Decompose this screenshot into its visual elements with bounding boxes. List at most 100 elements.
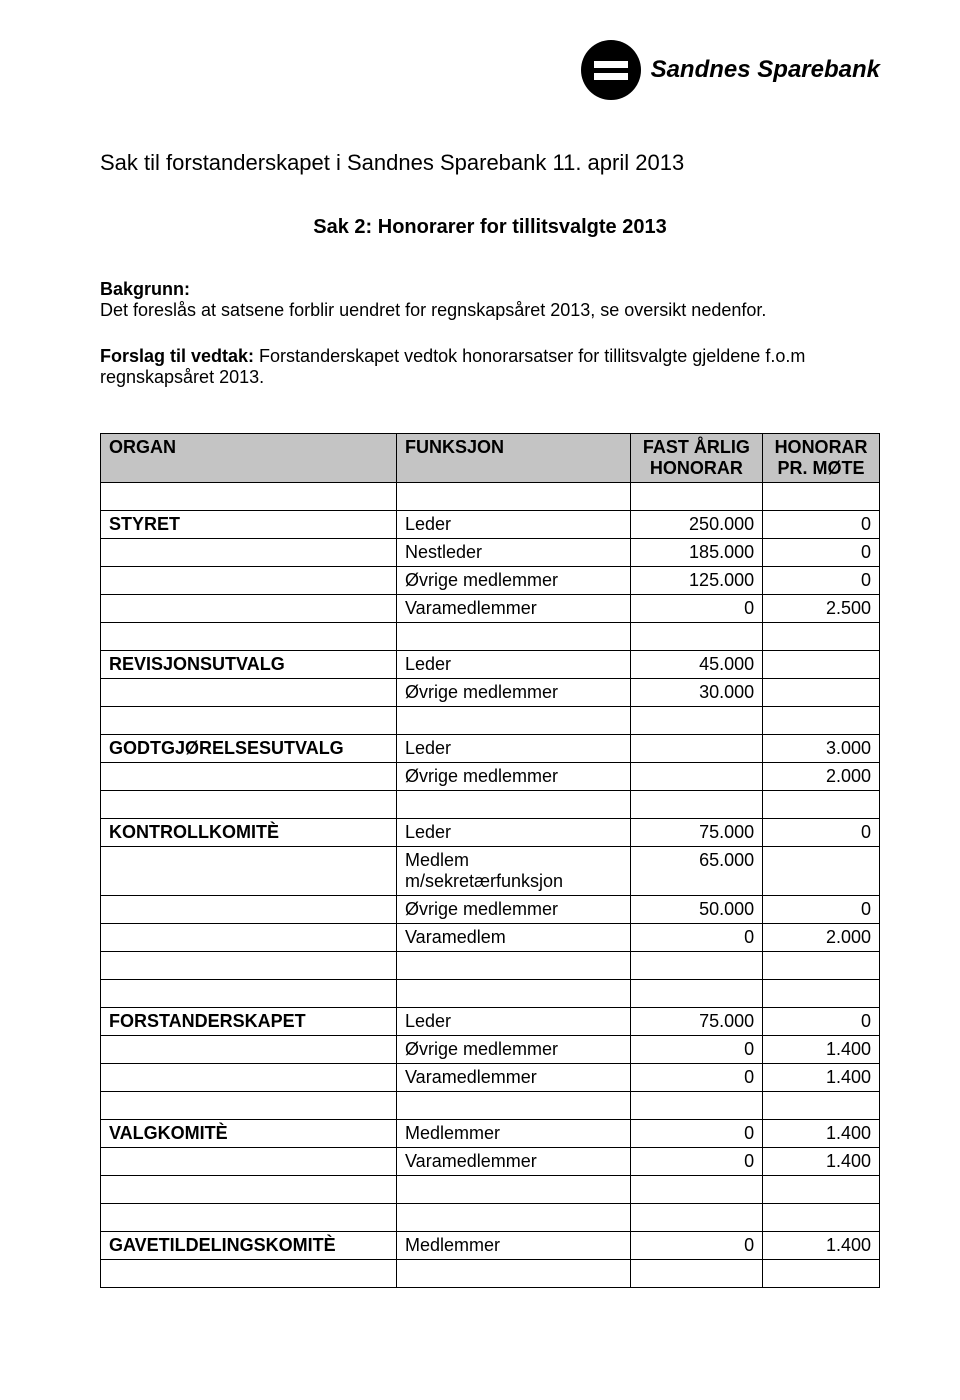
cell-c4: 0 xyxy=(763,539,880,567)
bakgrunn-body: Det foreslås at satsene forblir uendret … xyxy=(100,300,766,320)
cell-c2: Øvrige medlemmer xyxy=(397,763,631,791)
cell-c3: 250.000 xyxy=(630,511,762,539)
spacer-cell xyxy=(763,707,880,735)
cell-c4: 1.400 xyxy=(763,1232,880,1260)
cell-c3 xyxy=(630,763,762,791)
cell-c3: 0 xyxy=(630,1148,762,1176)
table-row: VALGKOMITÈMedlemmer01.400 xyxy=(101,1120,880,1148)
cell-c4 xyxy=(763,651,880,679)
spacer-cell xyxy=(763,483,880,511)
table-row xyxy=(101,952,880,980)
cell-c3: 45.000 xyxy=(630,651,762,679)
cell-c3: 125.000 xyxy=(630,567,762,595)
spacer-cell xyxy=(630,1176,762,1204)
table-row: STYRETLeder250.0000 xyxy=(101,511,880,539)
col-honorar-mote: HONORAR PR. MØTE xyxy=(763,434,880,483)
table-row: GODTGJØRELSESUTVALGLeder3.000 xyxy=(101,735,880,763)
cell-c2: Medlemmer xyxy=(397,1120,631,1148)
table-row: Varamedlemmer02.500 xyxy=(101,595,880,623)
table-row xyxy=(101,791,880,819)
spacer-cell xyxy=(397,707,631,735)
table-row: Øvrige medlemmer2.000 xyxy=(101,763,880,791)
cell-c4: 0 xyxy=(763,819,880,847)
table-row: FORSTANDERSKAPETLeder75.0000 xyxy=(101,1008,880,1036)
cell-c2: Leder xyxy=(397,651,631,679)
cell-c1 xyxy=(101,763,397,791)
cell-c2: Nestleder xyxy=(397,539,631,567)
honorar-table: ORGAN FUNKSJON FAST ÅRLIG HONORAR HONORA… xyxy=(100,433,880,1288)
cell-c3: 0 xyxy=(630,924,762,952)
cell-c3: 0 xyxy=(630,1064,762,1092)
cell-c3: 75.000 xyxy=(630,1008,762,1036)
cell-c3 xyxy=(630,735,762,763)
spacer-cell xyxy=(101,1204,397,1232)
cell-c3: 185.000 xyxy=(630,539,762,567)
table-header-row: ORGAN FUNKSJON FAST ÅRLIG HONORAR HONORA… xyxy=(101,434,880,483)
spacer-cell xyxy=(101,791,397,819)
spacer-cell xyxy=(101,952,397,980)
cell-c1: GAVETILDELINGSKOMITÈ xyxy=(101,1232,397,1260)
cell-c2: Varamedlemmer xyxy=(397,1064,631,1092)
table-row xyxy=(101,980,880,1008)
cell-c4: 2.000 xyxy=(763,924,880,952)
brand-logo: Sandnes Sparebank xyxy=(100,40,880,100)
bakgrunn-label: Bakgrunn: xyxy=(100,279,190,299)
cell-c4: 1.400 xyxy=(763,1064,880,1092)
cell-c2: Leder xyxy=(397,819,631,847)
spacer-cell xyxy=(397,980,631,1008)
spacer-cell xyxy=(397,483,631,511)
cell-c4 xyxy=(763,847,880,896)
spacer-cell xyxy=(763,623,880,651)
cell-c1: KONTROLLKOMITÈ xyxy=(101,819,397,847)
spacer-cell xyxy=(397,623,631,651)
spacer-cell xyxy=(397,1260,631,1288)
col-organ: ORGAN xyxy=(101,434,397,483)
cell-c1 xyxy=(101,595,397,623)
cell-c1 xyxy=(101,847,397,896)
spacer-cell xyxy=(630,1204,762,1232)
spacer-cell xyxy=(101,707,397,735)
cell-c4: 1.400 xyxy=(763,1036,880,1064)
spacer-cell xyxy=(101,1260,397,1288)
col-funksjon: FUNKSJON xyxy=(397,434,631,483)
spacer-cell xyxy=(397,791,631,819)
forslag-label: Forslag til vedtak: xyxy=(100,346,259,366)
spacer-cell xyxy=(630,707,762,735)
cell-c1 xyxy=(101,896,397,924)
cell-c2: Leder xyxy=(397,735,631,763)
cell-c1: VALGKOMITÈ xyxy=(101,1120,397,1148)
cell-c2: Leder xyxy=(397,511,631,539)
table-row xyxy=(101,1092,880,1120)
cell-c3: 50.000 xyxy=(630,896,762,924)
table-row xyxy=(101,483,880,511)
table-row xyxy=(101,1204,880,1232)
cell-c3: 0 xyxy=(630,595,762,623)
spacer-cell xyxy=(101,483,397,511)
cell-c1 xyxy=(101,1036,397,1064)
equals-circle-icon xyxy=(581,40,641,100)
spacer-cell xyxy=(630,952,762,980)
col-fast-arlig: FAST ÅRLIG HONORAR xyxy=(630,434,762,483)
table-row: KONTROLLKOMITÈLeder75.0000 xyxy=(101,819,880,847)
cell-c3: 75.000 xyxy=(630,819,762,847)
bakgrunn-paragraph: Bakgrunn: Det foreslås at satsene forbli… xyxy=(100,279,880,321)
cell-c1: GODTGJØRELSESUTVALG xyxy=(101,735,397,763)
spacer-cell xyxy=(763,1176,880,1204)
cell-c1 xyxy=(101,924,397,952)
table-row: Øvrige medlemmer125.0000 xyxy=(101,567,880,595)
table-row xyxy=(101,623,880,651)
brand-name: Sandnes Sparebank xyxy=(651,56,880,84)
cell-c2: Varamedlemmer xyxy=(397,595,631,623)
cell-c2: Medlemmer xyxy=(397,1232,631,1260)
cell-c2: Leder xyxy=(397,1008,631,1036)
spacer-cell xyxy=(101,1092,397,1120)
table-row: Varamedlemmer01.400 xyxy=(101,1148,880,1176)
sak-title: Sak 2: Honorarer for tillitsvalgte 2013 xyxy=(100,216,880,239)
cell-c2: Medlem m/sekretærfunksjon xyxy=(397,847,631,896)
spacer-cell xyxy=(630,980,762,1008)
cell-c2: Øvrige medlemmer xyxy=(397,896,631,924)
spacer-cell xyxy=(763,1204,880,1232)
cell-c1 xyxy=(101,539,397,567)
cell-c1: FORSTANDERSKAPET xyxy=(101,1008,397,1036)
cell-c3: 65.000 xyxy=(630,847,762,896)
